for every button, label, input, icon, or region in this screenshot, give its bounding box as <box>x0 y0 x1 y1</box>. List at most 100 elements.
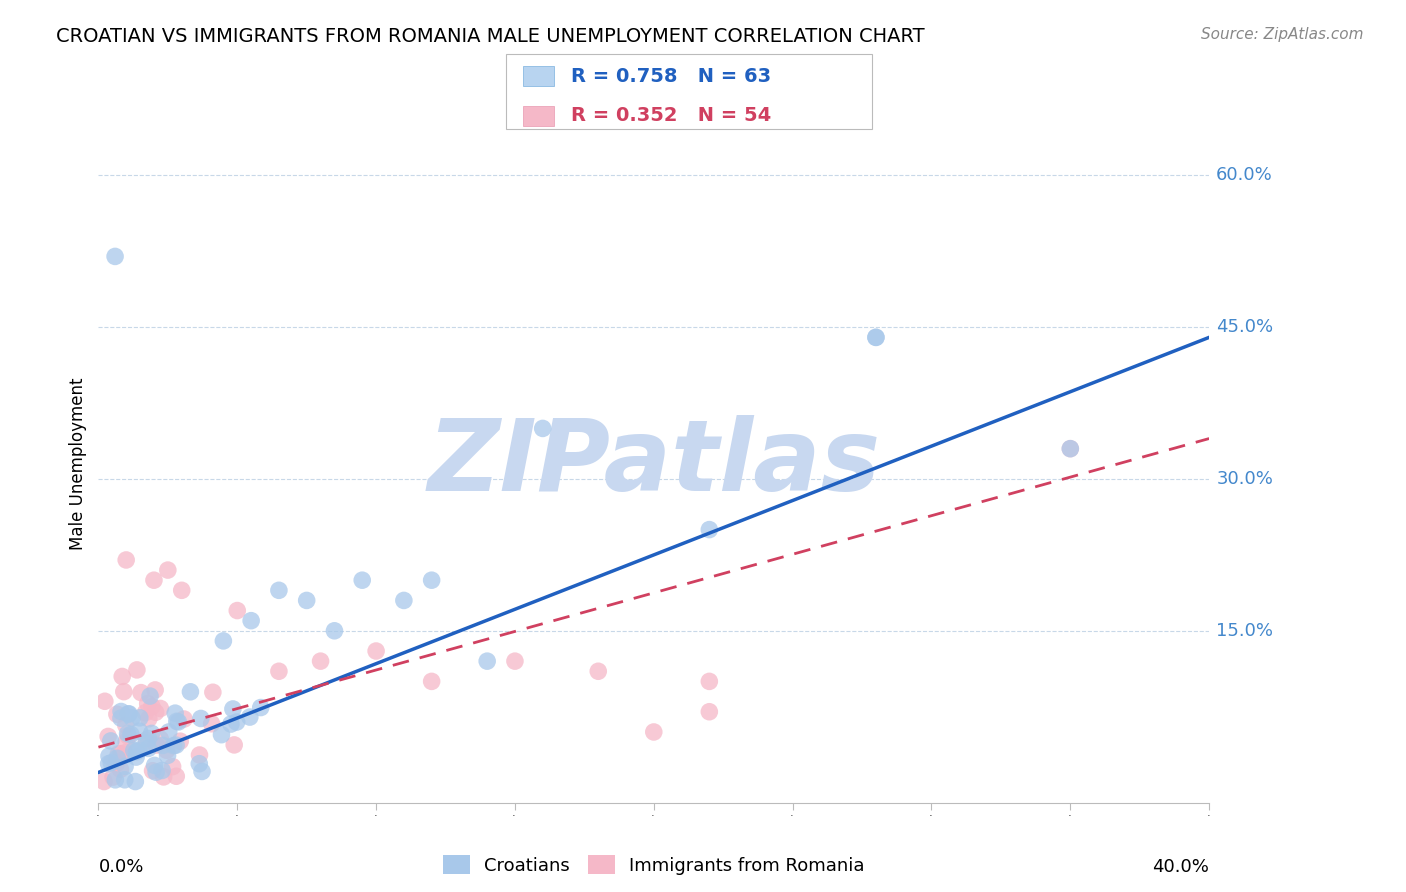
Point <box>249 700 271 714</box>
Point <box>139 689 162 703</box>
Point <box>225 714 247 729</box>
Legend: Croatians, Immigrants from Romania: Croatians, Immigrants from Romania <box>436 848 872 882</box>
Point <box>134 706 156 720</box>
Point <box>110 711 132 725</box>
Point <box>114 772 136 787</box>
Point <box>128 711 150 725</box>
Point <box>170 583 193 598</box>
Point <box>114 746 136 760</box>
Point <box>117 706 139 721</box>
Point <box>111 669 134 683</box>
Point <box>323 624 346 638</box>
Point <box>114 718 136 732</box>
Point <box>156 748 179 763</box>
Point <box>103 755 125 769</box>
Point <box>149 701 172 715</box>
Point <box>100 734 122 748</box>
Point <box>1059 442 1081 456</box>
Point <box>94 694 117 708</box>
Text: 45.0%: 45.0% <box>1216 318 1274 336</box>
Point <box>143 758 166 772</box>
Point <box>135 736 157 750</box>
Point <box>155 743 177 757</box>
Point <box>179 685 201 699</box>
Point <box>145 738 167 752</box>
Point <box>149 732 172 747</box>
Point <box>107 747 129 761</box>
Point <box>643 725 665 739</box>
Point <box>97 756 120 771</box>
Point <box>105 751 128 765</box>
Point <box>309 654 332 668</box>
Point <box>125 663 148 677</box>
Point <box>101 770 124 784</box>
Point <box>201 685 224 699</box>
Point <box>169 734 191 748</box>
Text: ZIPatlas: ZIPatlas <box>427 416 880 512</box>
Point <box>226 603 249 617</box>
Point <box>104 249 127 263</box>
Point <box>150 764 173 778</box>
Point <box>1059 442 1081 456</box>
Point <box>188 756 211 771</box>
Point <box>110 705 132 719</box>
Text: 0.0%: 0.0% <box>98 858 143 877</box>
Point <box>699 523 721 537</box>
Point <box>98 749 121 764</box>
Point <box>699 674 721 689</box>
Point <box>125 745 148 759</box>
Point <box>117 726 139 740</box>
Point <box>163 739 186 753</box>
Point <box>136 697 159 711</box>
Point <box>699 705 721 719</box>
Point <box>114 759 136 773</box>
Point <box>392 593 415 607</box>
Point <box>191 764 214 779</box>
Point <box>105 707 128 722</box>
Text: CROATIAN VS IMMIGRANTS FROM ROMANIA MALE UNEMPLOYMENT CORRELATION CHART: CROATIAN VS IMMIGRANTS FROM ROMANIA MALE… <box>56 27 925 45</box>
Point <box>865 330 887 344</box>
Point <box>145 765 167 780</box>
Point <box>104 772 127 787</box>
Point <box>128 724 150 739</box>
Text: Source: ZipAtlas.com: Source: ZipAtlas.com <box>1201 27 1364 42</box>
Point <box>420 573 443 587</box>
Point <box>219 717 242 731</box>
Point <box>420 674 443 689</box>
Text: 30.0%: 30.0% <box>1216 470 1272 488</box>
Point <box>366 644 388 658</box>
Text: R = 0.758   N = 63: R = 0.758 N = 63 <box>571 67 770 86</box>
Point <box>588 665 610 679</box>
Point <box>222 702 245 716</box>
Point <box>122 743 145 757</box>
Point <box>129 685 152 699</box>
Point <box>173 712 195 726</box>
Point <box>152 739 174 753</box>
Point <box>115 735 138 749</box>
Point <box>121 711 143 725</box>
Point <box>156 563 179 577</box>
Point <box>93 774 115 789</box>
Point <box>138 731 160 746</box>
Point <box>267 665 290 679</box>
Point <box>211 728 233 742</box>
Point <box>503 654 526 668</box>
Point <box>97 730 120 744</box>
Point <box>165 769 187 783</box>
Point <box>165 706 187 720</box>
Point <box>141 699 163 714</box>
Point <box>865 330 887 344</box>
Point <box>143 573 166 587</box>
Y-axis label: Male Unemployment: Male Unemployment <box>69 377 87 550</box>
Point <box>165 738 187 752</box>
Point <box>124 774 146 789</box>
Point <box>157 725 180 739</box>
Point <box>115 553 138 567</box>
Point <box>142 764 165 778</box>
Point <box>138 712 160 726</box>
Point <box>135 733 157 747</box>
Point <box>143 682 166 697</box>
Point <box>239 710 262 724</box>
Point <box>138 741 160 756</box>
Point <box>188 747 211 762</box>
